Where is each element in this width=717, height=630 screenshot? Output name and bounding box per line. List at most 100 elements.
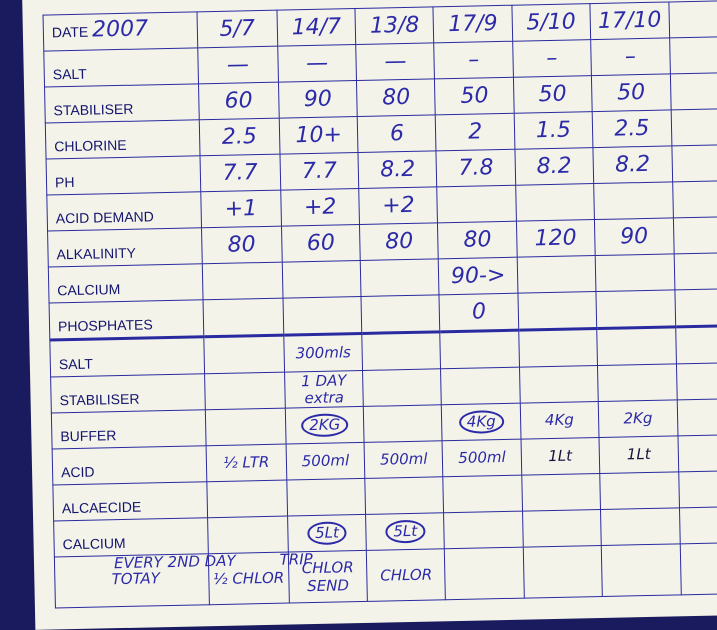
value-cell: — <box>356 42 435 81</box>
value-cell <box>282 260 362 299</box>
value-cell <box>517 255 596 294</box>
empty-cell <box>523 545 603 599</box>
value-cell <box>518 328 598 368</box>
value-cell: 4Kg <box>441 403 521 441</box>
value-cell <box>443 511 524 549</box>
empty-cell <box>674 288 717 327</box>
value-cell: +2 <box>359 186 438 225</box>
value-cell <box>204 372 286 410</box>
value-cell: 2KG <box>285 406 365 445</box>
value-cell: 90 <box>278 80 358 119</box>
value-cell: 8.2 <box>514 147 594 186</box>
value-cell <box>206 480 288 518</box>
value-cell: 50 <box>591 73 672 112</box>
value-cell: ½ LTR <box>205 444 287 482</box>
value-cell: 50 <box>513 75 592 114</box>
empty-cell <box>678 434 717 472</box>
value-cell: 1 DAY extra <box>284 370 364 409</box>
value-cell: 1Lt <box>520 437 600 476</box>
value-cell: 5Lt <box>365 512 445 551</box>
empty-cell <box>600 543 682 597</box>
row-label: PH <box>46 155 201 196</box>
value-cell <box>522 509 601 548</box>
value-cell: 90-> <box>438 257 518 295</box>
pool-test-table: DATE 2007 5/7 14/7 13/8 17/9 5/10 17/10 SALT — — — –… <box>43 0 717 608</box>
row-label: SALT <box>43 47 199 88</box>
value-cell <box>593 181 674 220</box>
value-cell: – <box>590 37 671 76</box>
row-label: ALCAECIDE <box>52 481 208 521</box>
empty-cell <box>671 108 717 146</box>
value-cell: 500ml <box>442 439 522 477</box>
row-label: BUFFER <box>51 409 206 449</box>
value-cell <box>443 475 523 513</box>
row-label: CALCIUM <box>48 263 203 304</box>
value-cell <box>361 294 441 334</box>
empty-cell <box>676 362 717 400</box>
value-cell: 80 <box>359 222 439 261</box>
empty-cell <box>674 252 717 290</box>
value-cell <box>596 326 677 366</box>
value-cell: 80 <box>356 78 436 117</box>
empty-cell <box>672 180 717 218</box>
value-cell <box>203 335 285 374</box>
pool-log-card: DATE 2007 5/7 14/7 13/8 17/9 5/10 17/10 SALT — — — –… <box>22 0 717 630</box>
row-label: PHOSPHATES <box>49 299 204 340</box>
value-cell <box>517 291 597 331</box>
value-cell: 10+ <box>279 116 359 155</box>
circled-value: 5Lt <box>306 521 348 545</box>
value-cell <box>282 296 363 336</box>
row-label: ACID DEMAND <box>46 191 202 232</box>
value-cell <box>207 516 289 554</box>
date-label-text: DATE <box>51 23 89 41</box>
note-trip: TRIP <box>279 550 313 569</box>
row-label: STABILISER <box>44 83 199 124</box>
value-cell: 90 <box>594 217 675 256</box>
value-cell <box>440 367 521 405</box>
row-label: STABILISER <box>50 373 206 413</box>
value-cell <box>594 253 675 292</box>
value-cell: — <box>197 46 279 84</box>
value-cell: 7.8 <box>436 149 516 187</box>
date-cell: 17/10 <box>589 1 670 40</box>
value-cell <box>440 330 520 369</box>
value-cell: 50 <box>434 77 515 115</box>
date-cell: 13/8 <box>355 6 435 45</box>
value-cell <box>595 289 676 329</box>
empty-cell <box>673 216 717 254</box>
value-cell: 6 <box>357 114 437 153</box>
note-send: SEND <box>307 576 350 596</box>
date-cell: 14/7 <box>276 8 357 47</box>
value-cell: 2 <box>435 113 515 151</box>
value-cell: – <box>512 39 592 78</box>
value-cell <box>362 368 442 407</box>
value-cell <box>286 478 366 517</box>
value-cell <box>600 507 681 546</box>
row-label: SALT <box>49 336 205 377</box>
empty-cell <box>678 470 717 508</box>
date-cell: 5/7 <box>196 10 278 48</box>
value-cell: 8.2 <box>592 145 673 184</box>
empty-cell <box>679 506 717 544</box>
circled-value: 5Lt <box>385 519 426 544</box>
date-cell: 17/9 <box>433 5 513 43</box>
value-cell: 4Kg <box>520 401 599 440</box>
row-label: ALKALINITY <box>47 227 202 268</box>
value-cell: – <box>434 41 514 79</box>
value-cell <box>363 404 443 443</box>
value-cell: 300mls <box>283 333 363 373</box>
value-cell: 60 <box>198 82 280 120</box>
empty-cell <box>670 72 717 110</box>
row-label: ACID <box>52 445 207 485</box>
empty-cell <box>668 0 717 38</box>
value-cell <box>202 298 284 337</box>
value-cell: — <box>277 44 357 83</box>
value-cell: 7.7 <box>199 154 281 192</box>
value-cell <box>437 185 517 223</box>
value-cell <box>205 408 286 446</box>
value-cell <box>360 258 440 297</box>
value-cell: 500ml <box>364 440 444 479</box>
value-cell: 1Lt <box>598 435 679 474</box>
value-cell <box>599 471 680 510</box>
value-cell <box>521 473 601 512</box>
